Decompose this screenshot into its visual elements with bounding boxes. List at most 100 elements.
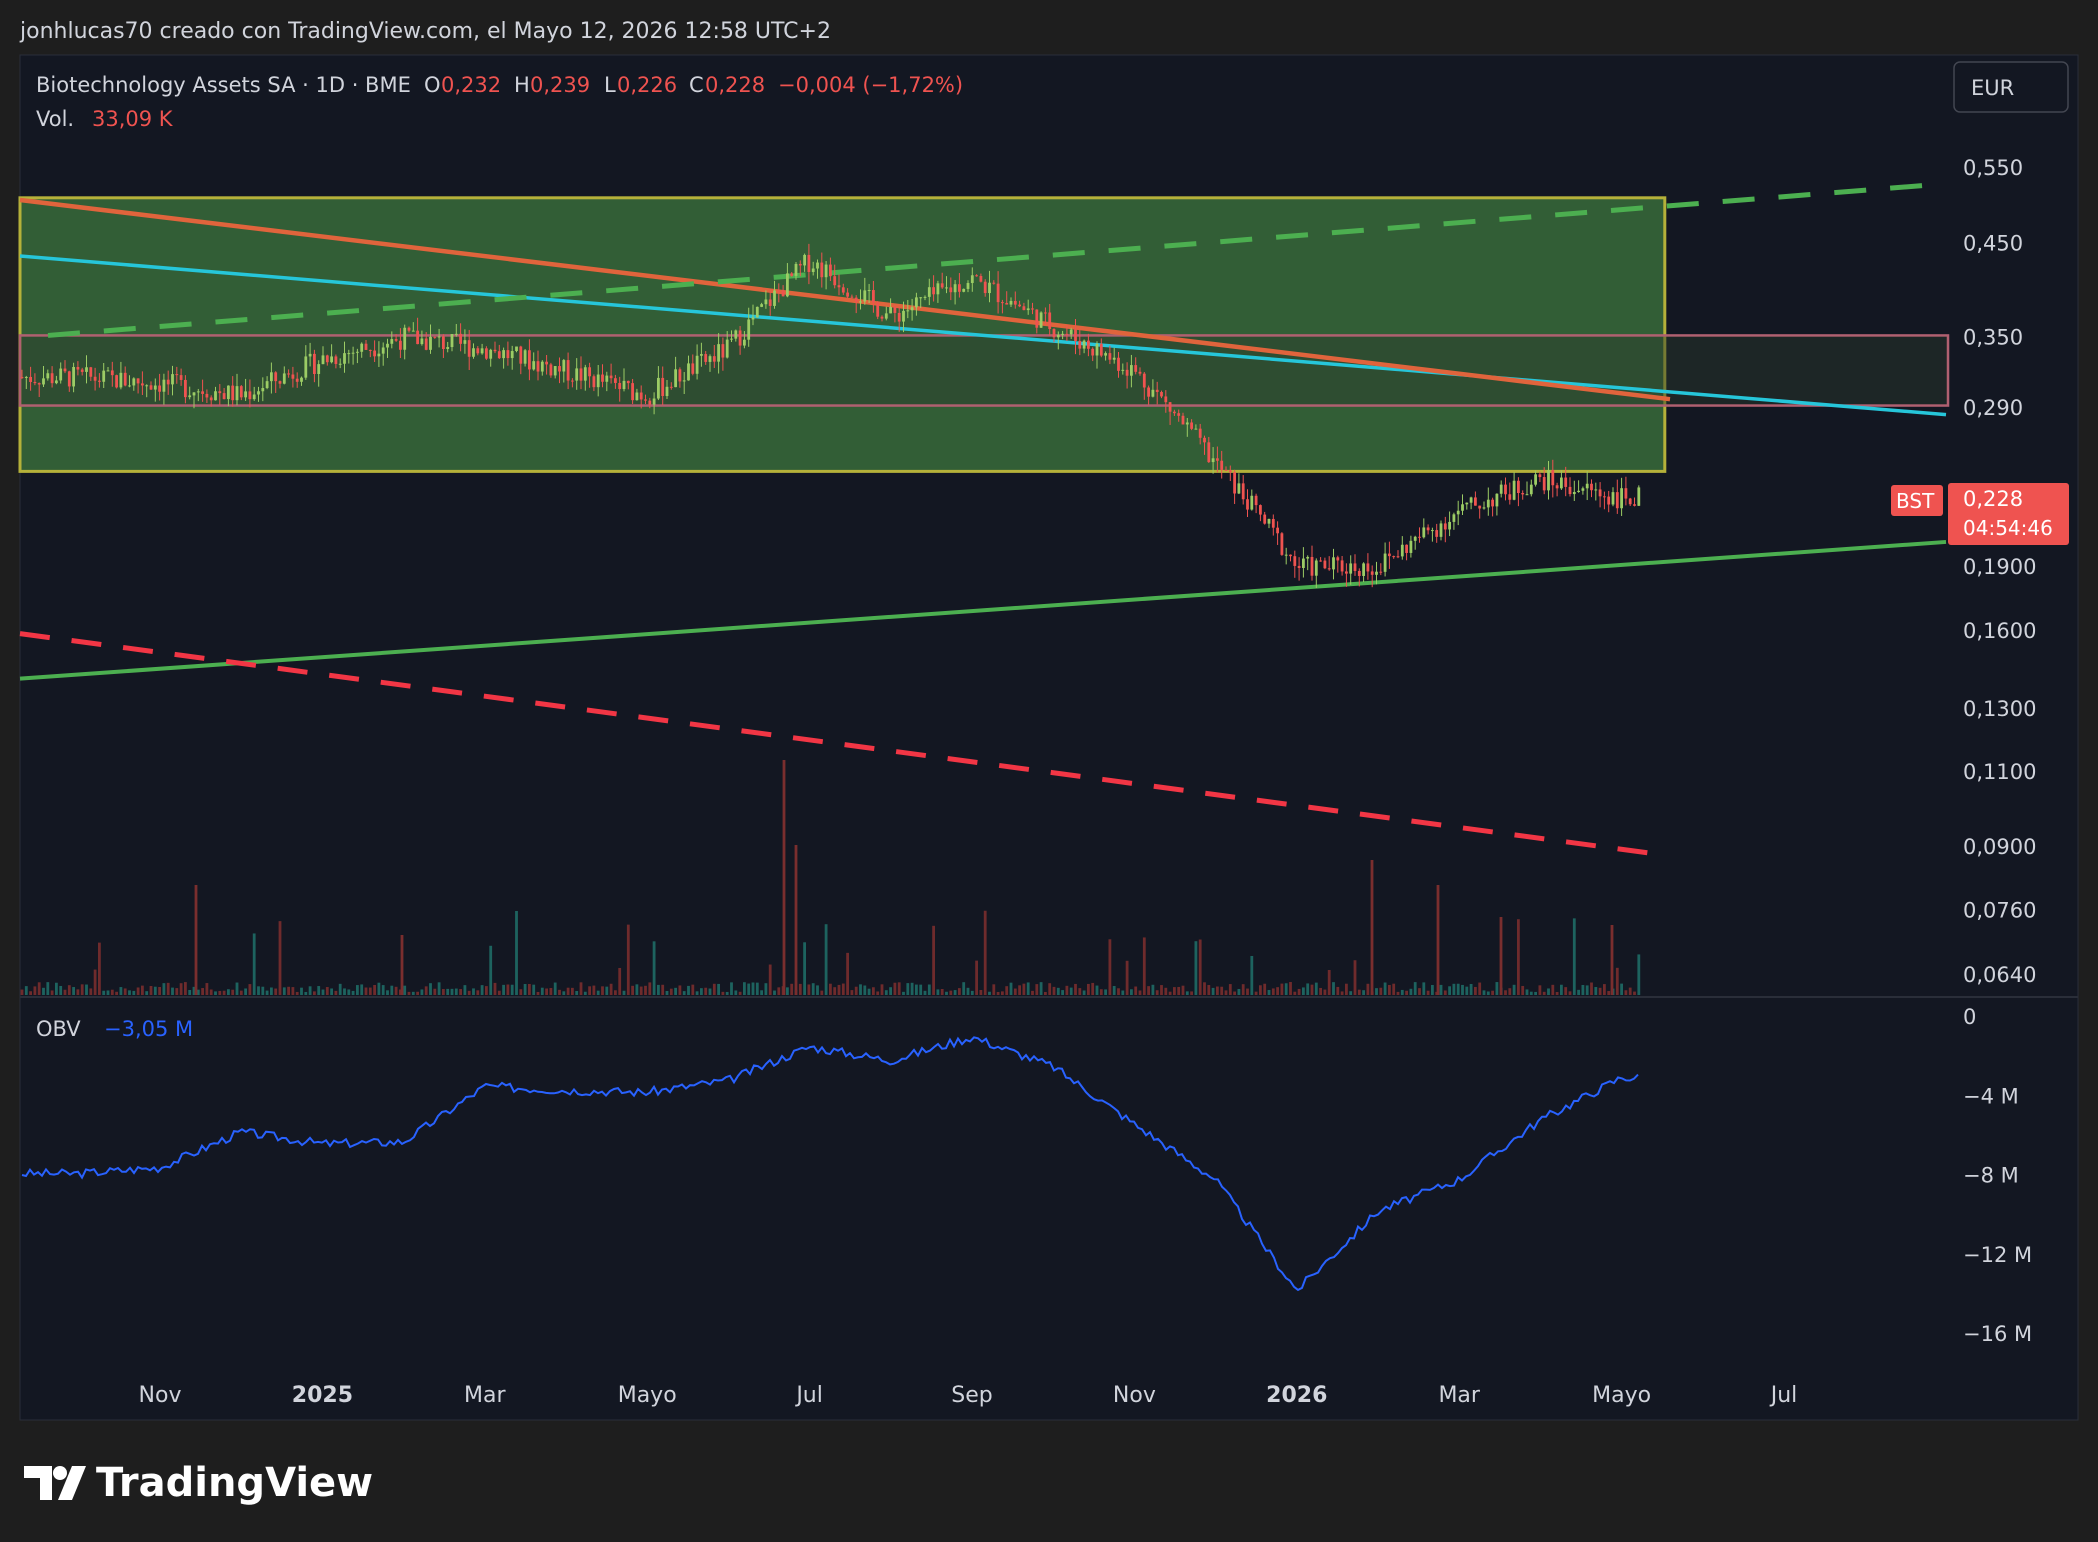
candle-body [1241, 483, 1245, 500]
volume-bar [1048, 983, 1052, 995]
candle-body [119, 372, 123, 388]
candle-body [390, 339, 394, 344]
volume-bar [829, 983, 832, 995]
candle-body [128, 385, 131, 387]
candle-body [540, 361, 544, 372]
volume-bar [657, 984, 660, 995]
volume-bar [747, 983, 751, 995]
volume-bar [626, 924, 630, 995]
time-tick-label: Mayo [1592, 1383, 1651, 1408]
candle-body [1366, 563, 1370, 572]
candle-body [485, 348, 488, 359]
volume-spike [782, 760, 786, 995]
candle-body [145, 385, 149, 387]
candle-body [571, 380, 574, 382]
volume-bar [674, 987, 677, 995]
volume-bar [583, 991, 587, 995]
candle-body [201, 391, 204, 394]
candle-body [730, 338, 733, 340]
volume-bar [614, 990, 617, 995]
volume-bar [1607, 991, 1611, 995]
candle-body [536, 361, 540, 372]
tradingview-logo[interactable]: TradingView [24, 1460, 373, 1506]
candle-body [966, 283, 970, 289]
candle-body [841, 287, 845, 293]
candle-body [239, 386, 243, 398]
volume-bar [1581, 984, 1585, 995]
candle-body [1422, 527, 1426, 538]
candle-body [889, 306, 892, 314]
candle-body [351, 352, 355, 354]
currency-button[interactable]: EUR [1953, 61, 2069, 113]
obv-tick-label: −16 M [1963, 1322, 2032, 1346]
candle-body [1349, 563, 1353, 574]
candle-body [1495, 493, 1499, 507]
candle-body [227, 385, 230, 400]
candle-body [1594, 489, 1598, 491]
candle-body [1624, 488, 1628, 499]
volume-bar [368, 987, 372, 995]
candle-body [712, 356, 716, 362]
volume-bar [700, 988, 703, 995]
volume-bar [1508, 988, 1512, 995]
volume-bar [1426, 990, 1430, 995]
volume-bar [1250, 955, 1254, 995]
candle-body [1069, 329, 1073, 335]
currency-label: EUR [1971, 76, 2014, 100]
volume-bar [1177, 986, 1181, 995]
candle-body [906, 310, 910, 312]
candle-body [1375, 571, 1378, 575]
obv-tick-label: 0 [1963, 1005, 1976, 1029]
candle-body [1547, 470, 1550, 491]
volume-bar [1517, 919, 1520, 995]
volume-bar [962, 982, 966, 995]
volume-bar [1357, 989, 1361, 995]
volume-bar [201, 988, 204, 995]
volume-bar [257, 986, 260, 995]
volume-bar [1302, 987, 1305, 995]
volume-bar [119, 987, 123, 995]
volume-bar [863, 985, 867, 995]
volume-bar [454, 988, 458, 995]
candle-body [829, 264, 832, 277]
candle-body [975, 275, 978, 277]
volume-bar [1345, 983, 1348, 995]
volume-bar [1267, 989, 1271, 995]
volume-bar [1207, 985, 1211, 995]
candle-body [80, 369, 84, 372]
currency-button-frame[interactable] [1953, 61, 2069, 113]
volume-bar [446, 988, 450, 995]
candle-body [708, 356, 712, 362]
volume-bar [1439, 984, 1443, 995]
volume-bar [351, 990, 355, 995]
candle-body [1314, 560, 1318, 576]
obv-line [21, 1036, 1639, 1292]
volume-bar [480, 985, 484, 995]
volume-bar [1216, 986, 1219, 995]
volume-bar [227, 989, 230, 995]
volume-bar [196, 989, 200, 995]
candle-body [682, 380, 686, 382]
candle-body [454, 333, 458, 335]
volume-bar [1486, 991, 1490, 995]
volume-bar [291, 987, 295, 995]
volume-bar [1284, 983, 1288, 995]
candle-body [1628, 498, 1632, 505]
price-axis[interactable]: 0,550 0,450 0,350 0,290 0,1900 0,1600 0,1300 0,… [1963, 156, 2036, 987]
candle-body [1065, 333, 1069, 335]
volume-bar [1448, 986, 1451, 995]
time-axis[interactable]: Nov 2025 Mar Mayo Jul Sep Nov 2026 Mar Mayo Jul [139, 1383, 1798, 1408]
candle-body [1469, 497, 1473, 503]
candle-body [1525, 494, 1529, 496]
volume-bar [493, 982, 497, 995]
symbol-legend[interactable]: Biotechnology Assets SA · 1D · BME O 0,2… [36, 73, 963, 131]
candle-body [1332, 557, 1335, 570]
volume-bar [1585, 985, 1589, 995]
volume-bar [1469, 983, 1473, 995]
candle-body [1151, 389, 1155, 397]
candle-body [945, 287, 948, 289]
candle-body [1087, 340, 1090, 349]
obv-axis[interactable]: 0 −4 M −8 M −12 M −16 M [1963, 1005, 2032, 1346]
candle-body [910, 307, 914, 311]
volume-bar [1297, 988, 1301, 995]
